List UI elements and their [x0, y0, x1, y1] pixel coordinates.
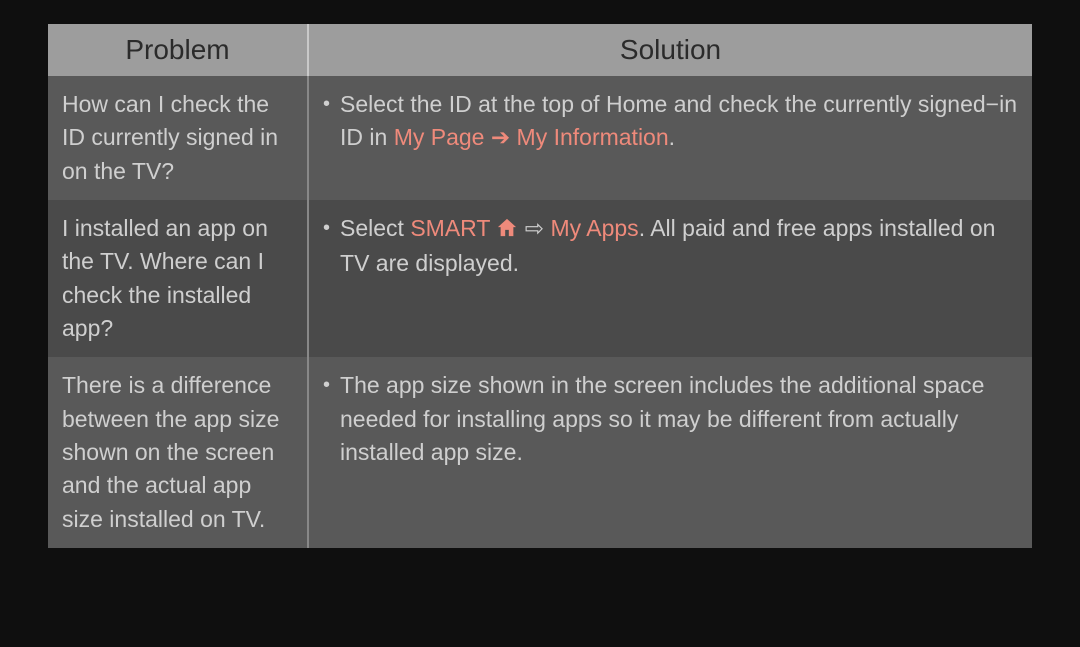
arrow-icon: ➔	[484, 124, 516, 150]
table-container: Problem Solution How can I check the ID …	[0, 0, 1080, 548]
bullet-icon: •	[323, 212, 330, 281]
solution-cell: • Select the ID at the top of Home and c…	[308, 76, 1032, 200]
highlight-text: My Page	[394, 124, 485, 150]
troubleshoot-table: Problem Solution How can I check the ID …	[48, 24, 1032, 548]
bullet-icon: •	[323, 369, 330, 469]
table-row: There is a difference between the app si…	[48, 357, 1032, 548]
bullet-icon: •	[323, 88, 330, 155]
problem-cell: There is a difference between the app si…	[48, 357, 308, 548]
home-icon	[496, 214, 518, 247]
solution-text: Select the ID at the top of Home and che…	[340, 88, 1018, 155]
solution-cell: • The app size shown in the screen inclu…	[308, 357, 1032, 548]
text-segment: The app size shown in the screen include…	[340, 372, 984, 465]
text-segment: Select	[340, 215, 410, 241]
problem-cell: How can I check the ID currently signed …	[48, 76, 308, 200]
highlight-text: My Apps	[550, 215, 638, 241]
solution-cell: • Select SMART ⇨ My Apps. All paid and f…	[308, 200, 1032, 357]
highlight-text: My Information	[517, 124, 669, 150]
problem-cell: I installed an app on the TV. Where can …	[48, 200, 308, 357]
solution-text: The app size shown in the screen include…	[340, 369, 1018, 469]
solution-text: Select SMART ⇨ My Apps. All paid and fre…	[340, 212, 1018, 281]
arrow-icon: ⇨	[518, 215, 550, 241]
text-segment: .	[669, 124, 675, 150]
highlight-text: SMART	[410, 215, 496, 241]
table-row: I installed an app on the TV. Where can …	[48, 200, 1032, 357]
table-row: How can I check the ID currently signed …	[48, 76, 1032, 200]
col-header-solution: Solution	[308, 24, 1032, 76]
col-header-problem: Problem	[48, 24, 308, 76]
